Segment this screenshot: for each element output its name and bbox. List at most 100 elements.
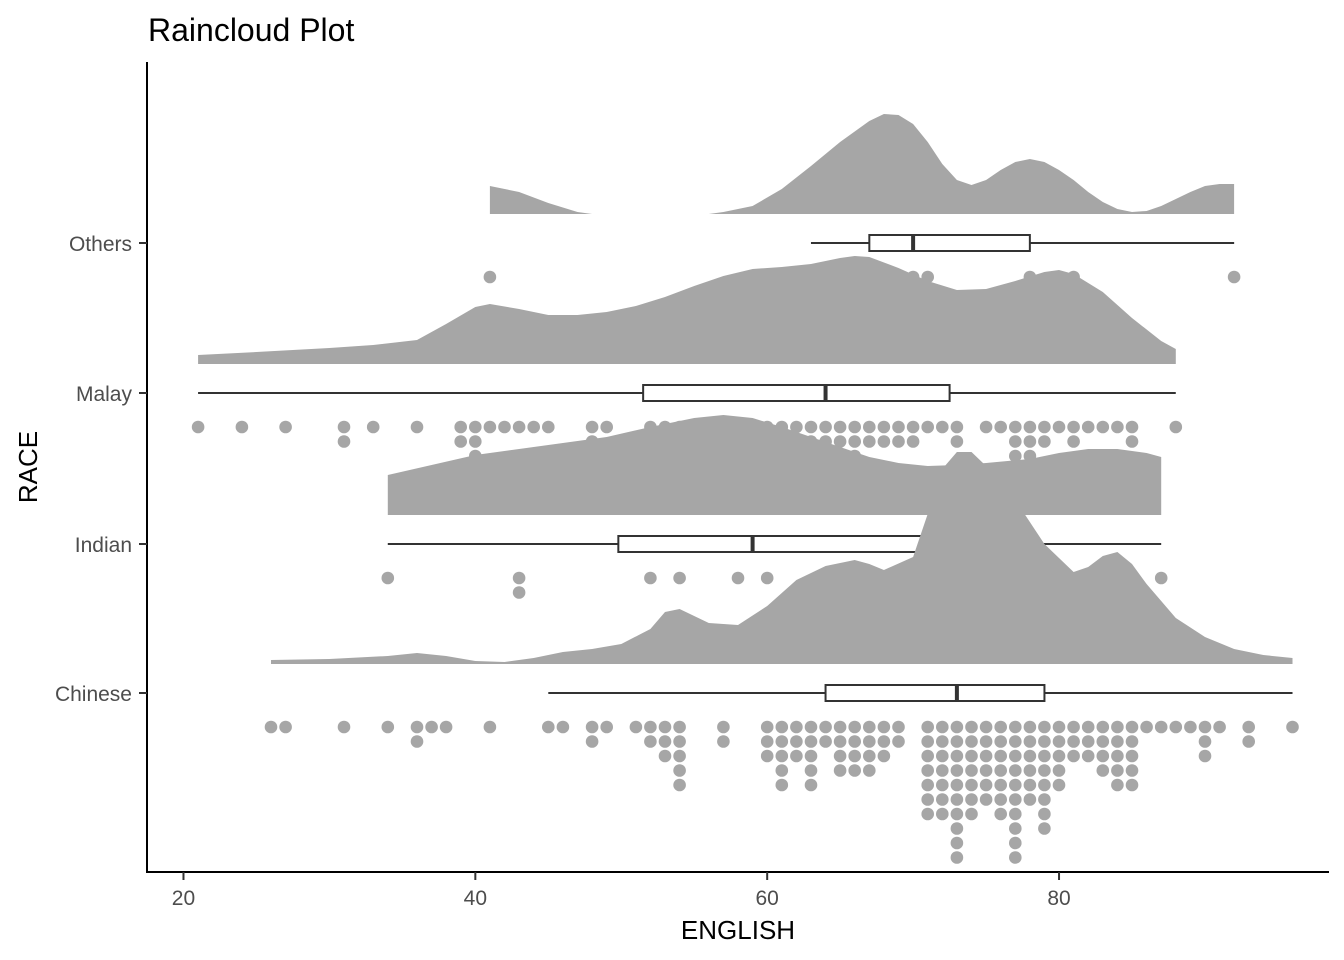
data-point xyxy=(804,749,818,763)
data-point xyxy=(833,764,847,777)
data-point xyxy=(833,749,847,763)
data-point xyxy=(848,735,861,748)
data-point xyxy=(585,420,599,434)
data-point xyxy=(877,735,891,748)
data-point xyxy=(1184,720,1197,734)
data-point xyxy=(965,720,978,734)
data-point xyxy=(673,571,686,585)
data-point xyxy=(921,793,934,806)
data-point xyxy=(1038,764,1051,777)
data-point xyxy=(381,571,395,585)
data-point xyxy=(1038,807,1051,821)
data-point xyxy=(936,749,949,763)
data-point xyxy=(1125,435,1139,448)
data-point xyxy=(542,720,555,734)
data-point xyxy=(760,735,774,748)
data-point xyxy=(1125,778,1139,792)
data-point xyxy=(1096,420,1110,434)
data-point xyxy=(936,807,949,821)
data-point xyxy=(965,778,978,792)
density-cloud-others xyxy=(489,114,1235,214)
data-point xyxy=(921,735,934,748)
data-point xyxy=(950,851,964,864)
data-point xyxy=(1009,807,1022,821)
data-point xyxy=(994,420,1007,434)
data-point xyxy=(512,571,526,585)
data-point xyxy=(1111,764,1124,777)
data-point xyxy=(512,586,526,599)
data-point xyxy=(644,735,657,748)
data-point xyxy=(1038,435,1051,448)
data-point xyxy=(1052,749,1066,763)
data-point xyxy=(585,720,599,734)
data-point xyxy=(804,420,818,434)
data-point xyxy=(950,764,964,777)
data-point xyxy=(658,720,672,734)
data-point xyxy=(264,720,278,734)
plot-area xyxy=(191,114,1299,864)
x-tick-label: 80 xyxy=(1047,887,1070,910)
data-point xyxy=(1009,749,1022,763)
data-point xyxy=(1169,720,1183,734)
data-point xyxy=(760,749,774,763)
data-point xyxy=(1198,735,1212,748)
data-point xyxy=(673,778,686,792)
data-point xyxy=(1096,720,1110,734)
data-point xyxy=(906,420,920,434)
data-point xyxy=(965,764,978,777)
data-point xyxy=(673,720,686,734)
data-point xyxy=(600,420,613,434)
data-point xyxy=(1125,735,1139,748)
series-chinese xyxy=(264,452,1299,864)
data-point xyxy=(1081,420,1095,434)
data-point xyxy=(1154,571,1168,585)
data-point xyxy=(994,720,1007,734)
data-point xyxy=(483,420,497,434)
data-point xyxy=(1096,764,1110,777)
data-point xyxy=(979,420,993,434)
data-point xyxy=(936,778,949,792)
data-point xyxy=(1081,749,1095,763)
data-point xyxy=(585,735,599,748)
series-malay xyxy=(191,256,1183,477)
data-point xyxy=(483,270,497,284)
data-point xyxy=(760,571,774,585)
data-point xyxy=(950,822,964,835)
data-point xyxy=(1052,764,1066,777)
data-point xyxy=(965,807,978,821)
data-point xyxy=(1227,270,1241,284)
x-tick-label: 20 xyxy=(172,887,195,910)
data-point xyxy=(1009,720,1022,734)
data-point xyxy=(921,764,934,777)
data-point xyxy=(542,420,555,434)
data-point xyxy=(833,420,847,434)
data-point xyxy=(775,749,789,763)
data-point xyxy=(950,778,964,792)
data-point xyxy=(775,720,789,734)
x-tick-label: 60 xyxy=(756,887,779,910)
data-point xyxy=(1067,735,1080,748)
data-point xyxy=(644,571,657,585)
data-point xyxy=(1009,793,1022,806)
data-point xyxy=(1198,720,1212,734)
data-point xyxy=(936,764,949,777)
data-point xyxy=(1140,720,1153,734)
data-point xyxy=(337,435,351,448)
data-point xyxy=(950,749,964,763)
data-point xyxy=(1125,420,1139,434)
data-point xyxy=(366,420,380,434)
data-point xyxy=(629,720,643,734)
data-point xyxy=(1242,720,1255,734)
data-point xyxy=(863,735,876,748)
data-point xyxy=(804,764,818,777)
data-point xyxy=(950,435,964,448)
data-point xyxy=(775,735,789,748)
data-point xyxy=(1023,778,1037,792)
data-point xyxy=(673,764,686,777)
data-point xyxy=(994,778,1007,792)
data-point xyxy=(425,720,438,734)
data-point xyxy=(1154,720,1168,734)
data-point xyxy=(1052,420,1066,434)
data-point xyxy=(658,749,672,763)
data-point xyxy=(527,420,540,434)
